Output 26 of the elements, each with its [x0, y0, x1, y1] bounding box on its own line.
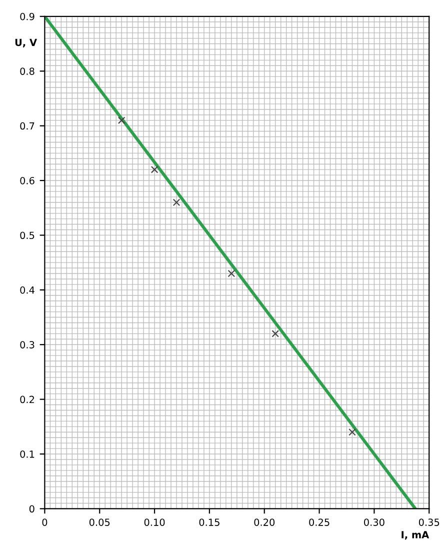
y-tick-label: 0 [29, 505, 34, 513]
y-tick-label: 0.1 [20, 450, 34, 458]
x-tick-label: 0 [42, 518, 48, 526]
y-tick-label: 0.6 [20, 176, 34, 184]
point [172, 198, 180, 206]
y-tick-label: 0.4 [20, 286, 34, 294]
y-tick-label: 0.5 [20, 232, 34, 240]
point [228, 270, 236, 278]
x-tick-label: 0.10 [144, 518, 165, 526]
y-tick-label: 0.3 [20, 341, 34, 348]
x-tick-label: 0.20 [254, 518, 275, 526]
y-axis-title: U, V [15, 38, 37, 48]
point [150, 166, 158, 174]
x-tick-label: 0.05 [89, 518, 110, 526]
x-tick-label: 0.25 [309, 518, 330, 526]
x-axis-title: I, mA [402, 531, 430, 540]
x-tick-label: 0.35 [418, 518, 440, 526]
y-tick-label: 0.2 [20, 396, 34, 404]
x-tick-label: 0.30 [364, 518, 384, 526]
y-tick-label: 0.8 [20, 68, 34, 75]
point [272, 330, 280, 338]
point [348, 428, 356, 436]
point [118, 116, 126, 124]
y-tick-label: 0.9 [20, 12, 34, 20]
y-tick-label: 0.7 [20, 122, 34, 130]
x-tick-label: 0.15 [199, 518, 220, 526]
